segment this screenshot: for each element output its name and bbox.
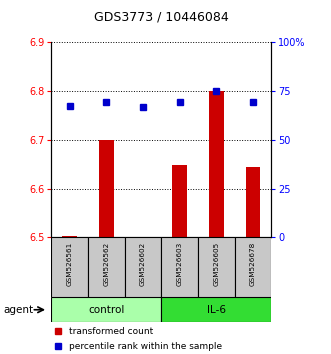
Text: GDS3773 / 10446084: GDS3773 / 10446084 xyxy=(94,11,229,24)
Text: transformed count: transformed count xyxy=(69,326,153,336)
Bar xyxy=(209,91,224,237)
Text: percentile rank within the sample: percentile rank within the sample xyxy=(69,342,222,350)
Bar xyxy=(172,165,187,237)
Bar xyxy=(99,140,114,237)
Bar xyxy=(161,297,271,322)
Text: GSM526562: GSM526562 xyxy=(103,242,109,286)
Bar xyxy=(51,237,88,297)
Text: GSM526603: GSM526603 xyxy=(177,242,183,286)
Bar xyxy=(161,237,198,297)
Text: agent: agent xyxy=(3,305,33,315)
Bar xyxy=(235,237,271,297)
Text: GSM526678: GSM526678 xyxy=(250,242,256,286)
Text: GSM526602: GSM526602 xyxy=(140,242,146,286)
Bar xyxy=(51,297,161,322)
Bar xyxy=(198,237,235,297)
Text: IL-6: IL-6 xyxy=(207,305,226,315)
Text: control: control xyxy=(88,305,124,315)
Bar xyxy=(136,237,150,240)
Text: GSM526605: GSM526605 xyxy=(213,242,219,286)
Text: GSM526561: GSM526561 xyxy=(67,242,72,286)
Bar xyxy=(62,236,77,237)
Bar xyxy=(246,167,260,237)
Bar xyxy=(125,237,161,297)
Bar xyxy=(88,237,125,297)
